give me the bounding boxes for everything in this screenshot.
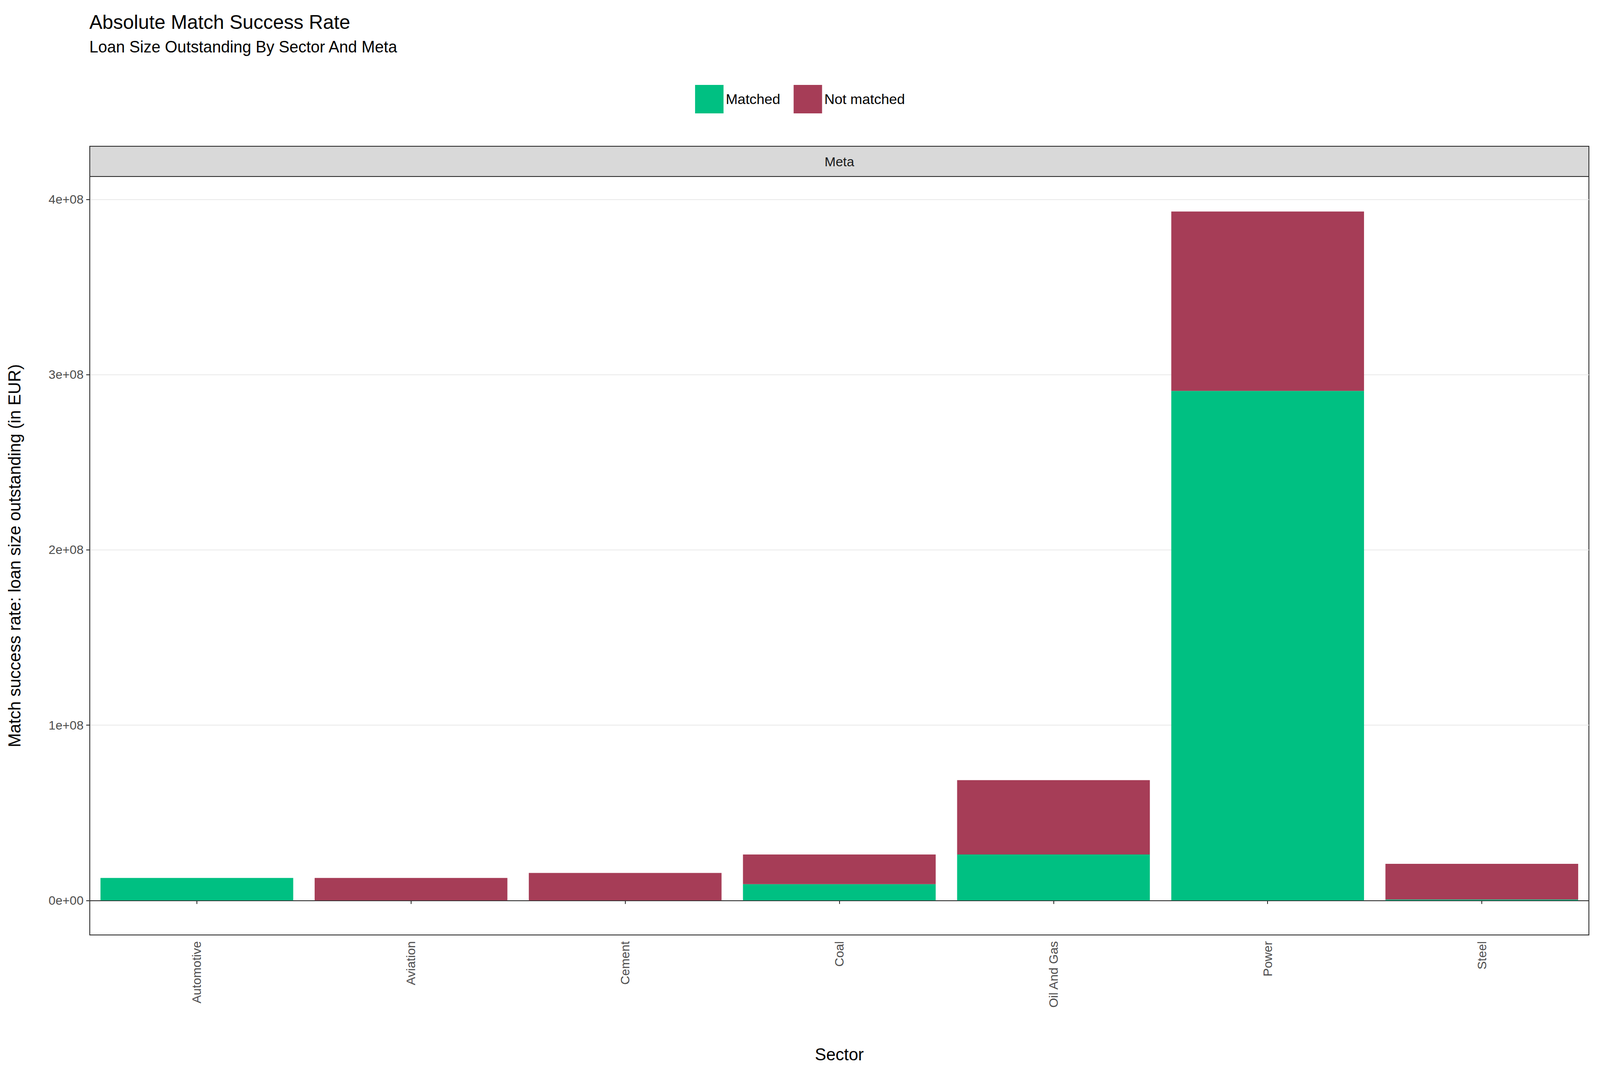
svg-text:Cement: Cement xyxy=(618,940,632,985)
svg-text:Power: Power xyxy=(1260,940,1275,976)
svg-text:1e+08: 1e+08 xyxy=(48,718,84,732)
svg-text:Matched: Matched xyxy=(725,91,781,108)
svg-text:Match success rate: loan size: Match success rate: loan size outstandin… xyxy=(5,364,24,748)
svg-text:Automotive: Automotive xyxy=(189,940,204,1004)
svg-text:Aviation: Aviation xyxy=(404,940,418,985)
svg-text:Absolute Match Success Rate: Absolute Match Success Rate xyxy=(89,11,351,33)
svg-text:Meta: Meta xyxy=(824,154,855,169)
svg-text:2e+08: 2e+08 xyxy=(48,542,84,557)
svg-text:Coal: Coal xyxy=(832,940,847,967)
svg-text:Steel: Steel xyxy=(1475,940,1489,970)
svg-text:Loan Size Outstanding By Secto: Loan Size Outstanding By Sector And Meta xyxy=(89,37,398,56)
svg-text:4e+08: 4e+08 xyxy=(48,192,84,207)
svg-text:Oil And Gas: Oil And Gas xyxy=(1046,940,1061,1008)
svg-text:3e+08: 3e+08 xyxy=(48,367,84,382)
svg-text:Not matched: Not matched xyxy=(824,91,905,108)
svg-text:0e+00: 0e+00 xyxy=(48,893,84,908)
svg-text:Sector: Sector xyxy=(815,1044,864,1064)
